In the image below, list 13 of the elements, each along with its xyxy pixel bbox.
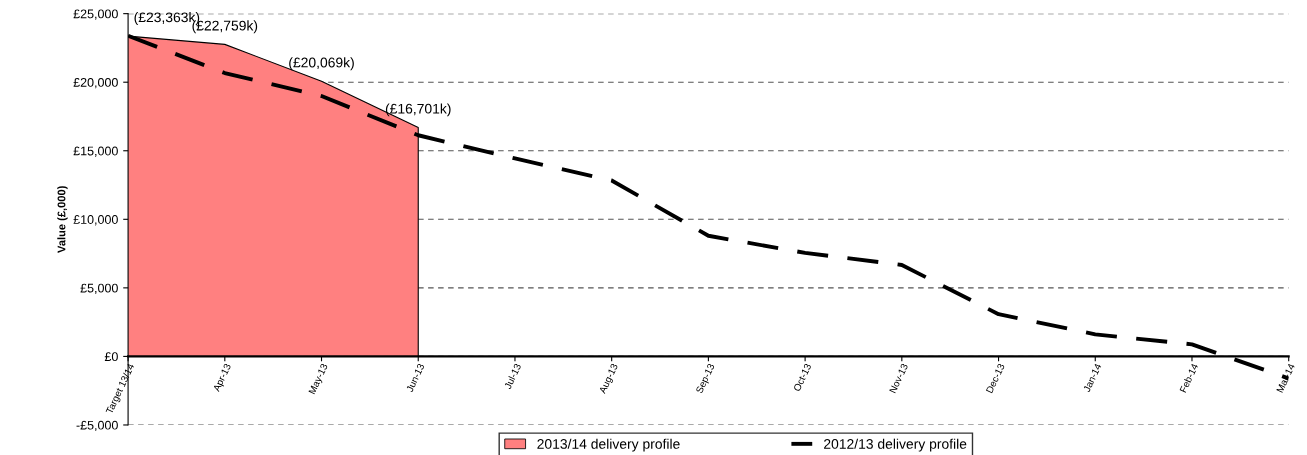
y-tick-label: £15,000 <box>73 146 118 157</box>
y-tick-label: £5,000 <box>80 283 118 294</box>
y-tick-label: £20,000 <box>73 78 118 89</box>
y-tick-label: £10,000 <box>73 215 118 226</box>
data-label: (£16,701k) <box>385 103 451 117</box>
y-tick-label: £0 <box>104 352 118 362</box>
y-axis-title: Value (£,000) <box>57 186 68 253</box>
x-tick-label: Jul-13 <box>503 363 522 390</box>
data-label: (£20,069k) <box>289 57 354 71</box>
y-tick-label: £25,000 <box>73 9 118 20</box>
legend-label: 2012/13 delivery profile <box>824 438 967 452</box>
y-tick-label: -£5,000 <box>76 420 118 432</box>
legend-label: 2013/14 delivery profile <box>537 438 680 452</box>
